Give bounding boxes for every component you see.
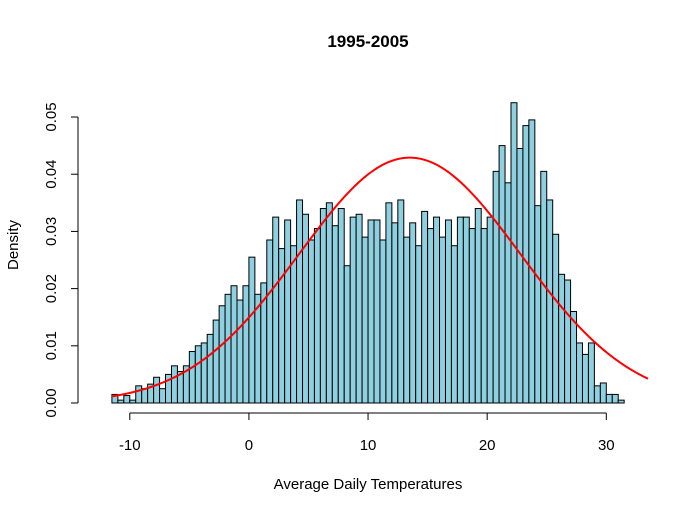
y-tick-label: 0.04 <box>43 160 60 189</box>
x-tick-label: 10 <box>360 437 377 454</box>
histogram-bar <box>361 236 369 404</box>
histogram-bar <box>159 388 167 404</box>
histogram-bar <box>111 393 119 404</box>
histogram-bar <box>313 228 321 404</box>
y-axis-label: Density <box>5 219 22 270</box>
histogram-bar <box>570 310 578 404</box>
y-tick-label: 0.03 <box>43 217 60 246</box>
normal-density-curve <box>111 156 649 398</box>
x-tick-label: 0 <box>245 437 253 454</box>
x-tick-label: -10 <box>119 437 141 454</box>
histogram-bar <box>409 222 417 404</box>
histogram-bars <box>111 102 625 404</box>
histogram-bar <box>355 213 363 404</box>
histogram-bar <box>391 222 399 404</box>
histogram-bar <box>605 393 613 404</box>
histogram-bar <box>272 216 280 404</box>
histogram-bar <box>462 216 470 404</box>
histogram-bar <box>236 299 244 404</box>
histogram-bar <box>135 385 143 404</box>
histogram-bar <box>284 219 292 404</box>
y-tick-label: 0.00 <box>43 388 60 417</box>
y-axis: 0.00 0.01 0.02 0.03 0.04 0.05 <box>43 102 79 418</box>
histogram-bar <box>242 285 250 404</box>
histogram-bar <box>564 279 572 404</box>
histogram-bar <box>153 376 161 404</box>
histogram-bar <box>373 219 381 404</box>
histogram-bar <box>558 273 566 404</box>
x-axis: -10 0 10 20 30 <box>119 412 615 454</box>
histogram-bar <box>504 182 512 404</box>
histogram-bar <box>546 199 554 404</box>
y-tick-label: 0.01 <box>43 331 60 360</box>
histogram-bar <box>492 170 500 404</box>
histogram-bar <box>576 342 583 404</box>
x-tick-label: 30 <box>598 437 615 454</box>
histogram-bar <box>421 210 429 404</box>
histogram-bar <box>325 202 333 404</box>
histogram-bar <box>444 219 452 404</box>
histogram-bar <box>218 305 226 404</box>
histogram-bar <box>307 239 315 404</box>
histogram-bar <box>528 119 536 404</box>
chart-title: 1995-2005 <box>327 32 408 51</box>
histogram-bar <box>230 285 238 404</box>
histogram-bar <box>480 228 488 404</box>
histogram-bar <box>188 351 196 404</box>
histogram-bar <box>296 199 304 404</box>
histogram-bar <box>129 399 137 404</box>
histogram-bar <box>212 319 220 404</box>
histogram-bar <box>123 395 131 404</box>
histogram-bar <box>617 399 625 404</box>
histogram-bar <box>141 388 149 404</box>
histogram-bar <box>611 393 619 404</box>
histogram-bar <box>170 365 178 404</box>
histogram-bar <box>278 248 286 404</box>
histogram-bar <box>510 102 518 404</box>
histogram-bar <box>415 245 423 404</box>
histogram-bar <box>534 205 542 404</box>
y-tick-label: 0.02 <box>43 274 60 303</box>
histogram-bar <box>593 385 601 404</box>
histogram-bar <box>385 202 393 404</box>
histogram-bar <box>266 239 274 404</box>
histogram-bar <box>456 216 464 404</box>
x-axis-label: Average Daily Temperatures <box>274 476 463 493</box>
histogram-bar <box>516 147 524 404</box>
histogram-bar <box>498 145 506 404</box>
histogram-bar <box>319 208 327 404</box>
y-tick-label: 0.05 <box>43 102 60 131</box>
histogram-bar <box>367 219 375 404</box>
histogram-bar <box>581 353 589 404</box>
histogram-bar <box>433 216 441 404</box>
histogram-bar <box>117 399 125 404</box>
histogram-bar <box>397 199 405 404</box>
histogram-bar <box>349 216 357 404</box>
histogram-bar <box>343 265 351 404</box>
histogram-bar <box>474 208 482 404</box>
histogram-bar <box>450 245 458 404</box>
histogram-bar <box>587 342 595 404</box>
histogram-bar <box>403 236 411 404</box>
histogram-bar <box>486 216 494 404</box>
histogram-bar <box>248 256 256 404</box>
histogram-bar <box>224 293 232 404</box>
histogram-bar <box>194 345 202 404</box>
histogram-bar <box>206 333 214 404</box>
histogram-bar <box>200 342 208 404</box>
histogram-bar <box>468 228 476 404</box>
histogram-bar <box>337 208 345 404</box>
histogram-bar <box>552 233 560 404</box>
histogram-bar <box>599 382 607 404</box>
histogram-bar <box>427 228 435 404</box>
histogram-bar <box>290 245 298 404</box>
histogram-bar <box>439 236 446 404</box>
histogram-bar <box>379 239 387 404</box>
x-tick-label: 20 <box>479 437 496 454</box>
histogram-bar <box>331 225 339 404</box>
